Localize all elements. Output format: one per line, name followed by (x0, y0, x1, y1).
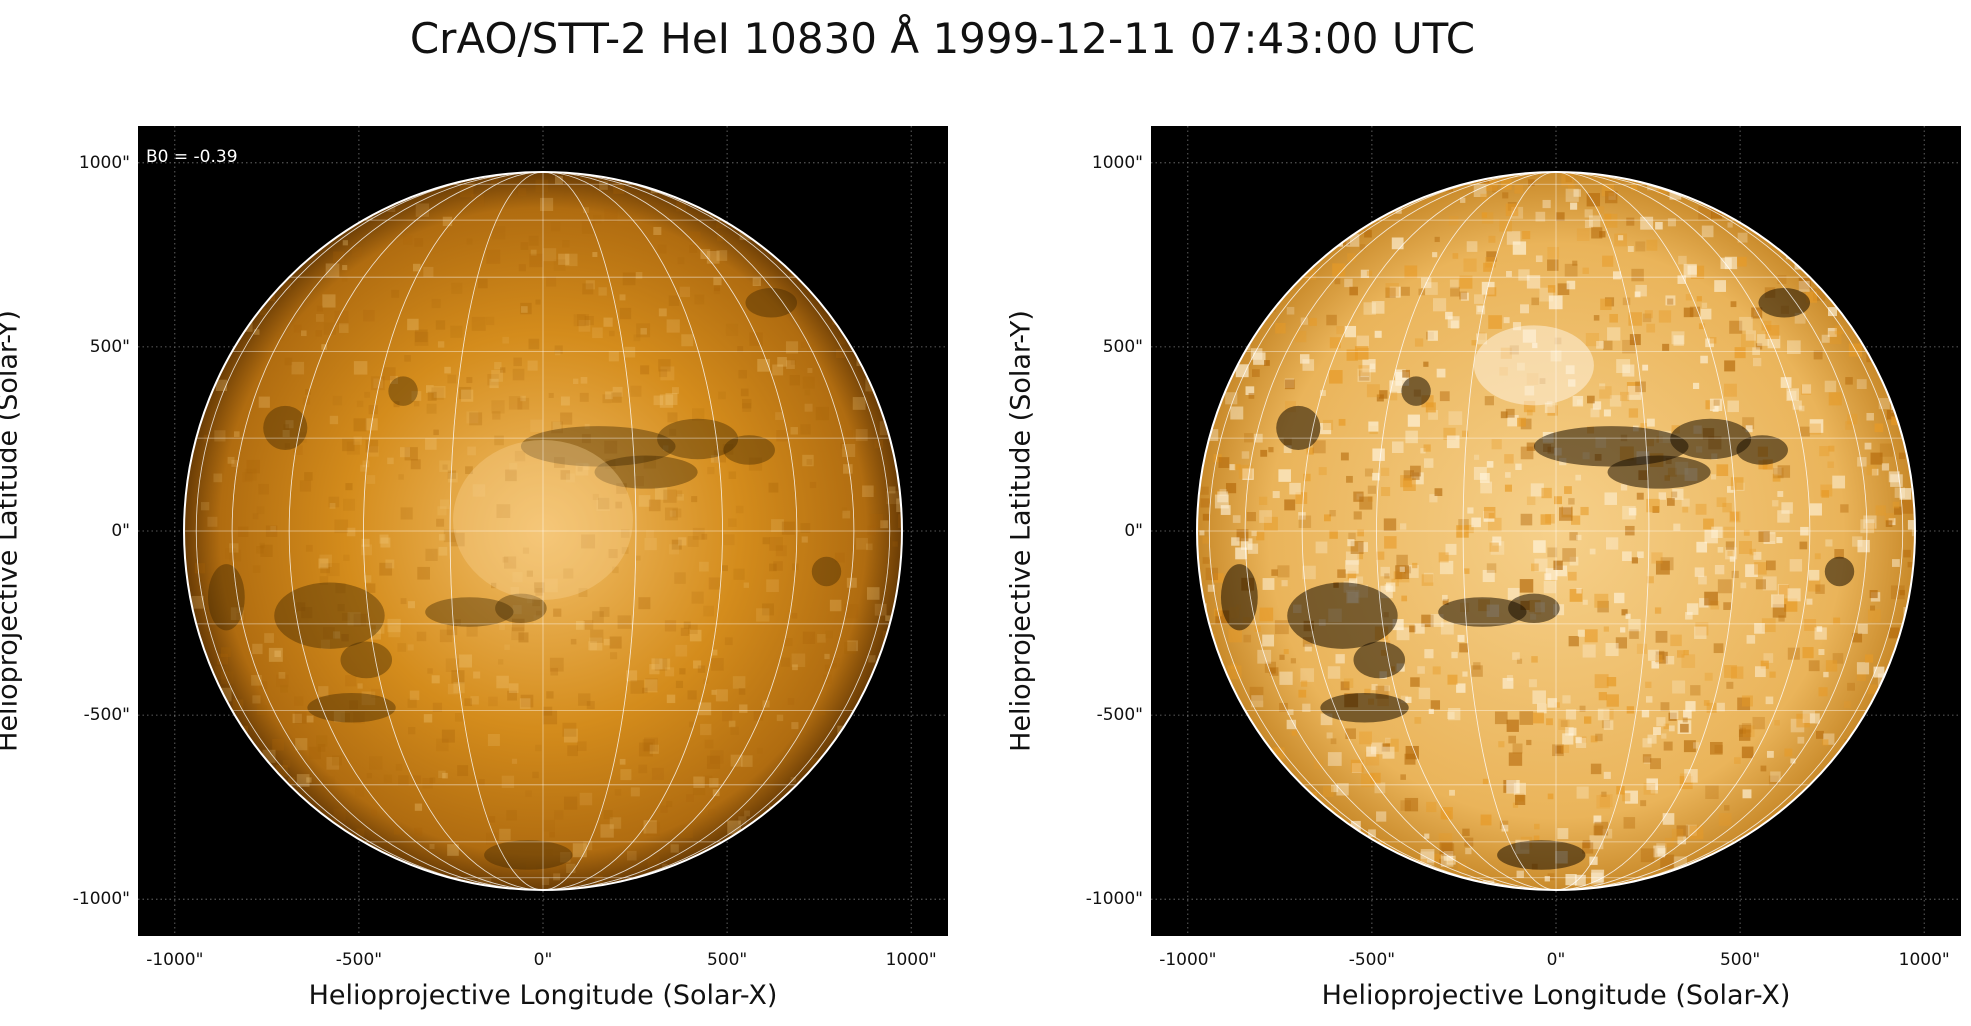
left-xlabel: Helioprojective Longitude (Solar-X) (308, 980, 778, 1011)
dark-filament (425, 597, 514, 627)
x-tick-label: 1000" (1898, 950, 1950, 970)
solar-disk-right-svg (1151, 126, 1961, 936)
dark-filament (1320, 693, 1409, 723)
y-tick-label: 500" (1102, 336, 1143, 357)
dark-filament (388, 376, 418, 406)
dark-filament (811, 556, 842, 587)
figure-title: CrAO/STT-2 HeI 10830 Å 1999-12-11 07:43:… (409, 14, 1476, 63)
y-tick-label: -1000" (1085, 889, 1143, 910)
dark-filament (1607, 455, 1711, 489)
left-ylabel: Helioprojective Latitude (Solar-Y) (0, 310, 24, 752)
x-tick-label: 0" (1546, 950, 1566, 970)
dark-filament (1736, 435, 1788, 465)
dark-filament (1758, 288, 1811, 318)
dark-filament (1438, 597, 1527, 627)
x-tick-label: 500" (706, 950, 748, 970)
right-xlabel: Helioprojective Longitude (Solar-X) (1321, 980, 1791, 1011)
dark-filament (484, 840, 573, 870)
dark-filament (1220, 564, 1258, 631)
y-tick-label: -500" (1096, 705, 1143, 726)
x-tick-label: -1000" (1159, 950, 1217, 970)
solar-disk-image-left: B0 = -0.39 (138, 126, 948, 936)
dark-filament (307, 693, 396, 723)
y-tick-label: 0" (1124, 521, 1143, 541)
x-tick-label: 0" (533, 950, 553, 970)
dark-filament (207, 564, 245, 631)
dark-filament (495, 593, 547, 624)
x-tick-label: -1000" (146, 950, 204, 970)
x-tick-label: 1000" (885, 950, 937, 970)
dark-filament (1276, 405, 1321, 450)
x-tick-label: -500" (335, 950, 383, 970)
b0-annotation: B0 = -0.39 (146, 147, 238, 167)
y-tick-label: 500" (89, 336, 130, 357)
dark-filament (745, 288, 798, 318)
solar-limb (1196, 171, 1916, 891)
dark-filament (274, 582, 385, 649)
y-tick-label: -1000" (72, 889, 130, 910)
solar-disk-left-svg (138, 126, 948, 936)
dark-filament (1401, 376, 1431, 406)
dark-filament (1824, 556, 1855, 587)
y-tick-label: 1000" (78, 152, 130, 173)
dark-filament (263, 405, 308, 450)
x-tick-label: 500" (1719, 950, 1761, 970)
x-tick-label: -500" (1348, 950, 1396, 970)
y-tick-label: 0" (111, 521, 130, 541)
y-tick-label: 1000" (1091, 152, 1143, 173)
solar-limb (183, 171, 903, 891)
dark-filament (1287, 582, 1398, 649)
dark-filament (340, 641, 393, 679)
dark-filament (594, 455, 698, 489)
dark-filament (1353, 641, 1406, 679)
dark-filament (723, 435, 775, 465)
dark-filament (520, 426, 676, 467)
solar-disk-image-right (1151, 126, 1961, 936)
right-ylabel: Helioprojective Latitude (Solar-Y) (1005, 310, 1037, 752)
dark-filament (1497, 840, 1586, 870)
y-tick-label: -500" (83, 705, 130, 726)
dark-filament (1508, 593, 1560, 624)
